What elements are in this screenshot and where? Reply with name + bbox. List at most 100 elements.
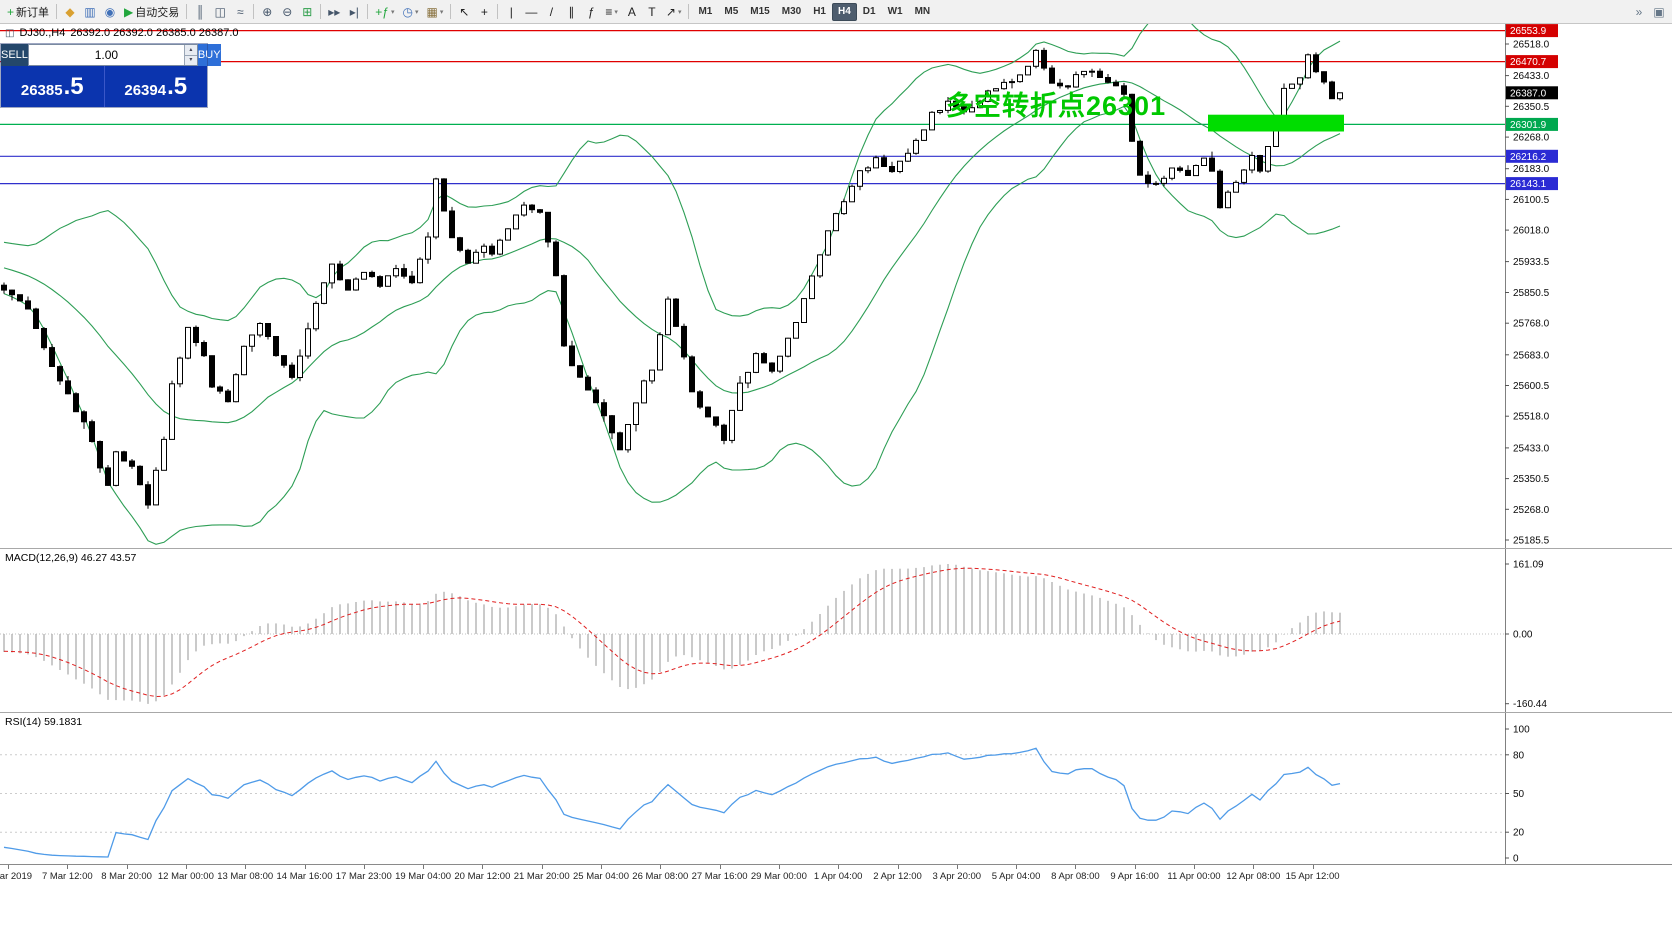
time-axis-label: 12 Mar 00:00 xyxy=(157,871,214,882)
time-axis-label: 20 Mar 12:00 xyxy=(454,871,511,882)
timeframe-h4-button[interactable]: H4 xyxy=(831,2,857,21)
window-restore-button[interactable]: ▣ xyxy=(1649,2,1669,22)
autotrading-icon: ▶ xyxy=(124,4,134,19)
volume-decrease-button[interactable]: ▾ xyxy=(184,55,197,65)
rsi-line xyxy=(3,747,1341,858)
chart-shift-button[interactable]: ▸| xyxy=(344,2,364,22)
periods-button[interactable]: ◷ ▾ xyxy=(399,2,423,22)
toolbar-overflow-button[interactable]: » xyxy=(1629,2,1649,22)
sell-price-display[interactable]: 26385 .5 xyxy=(1,66,105,107)
svg-text:0.00: 0.00 xyxy=(1513,630,1533,641)
time-axis-tick xyxy=(423,865,425,869)
line-chart-button[interactable]: ≈ xyxy=(230,2,250,22)
sell-button[interactable]: SELL xyxy=(1,44,28,66)
time-axis-label: 26 Mar 08:00 xyxy=(632,871,689,882)
crosshair-button[interactable]: + xyxy=(474,2,494,22)
timeframe-w1-button[interactable]: W1 xyxy=(887,6,903,17)
tile-windows-button[interactable]: ⊞ xyxy=(297,2,317,22)
svg-text:26433.0: 26433.0 xyxy=(1513,71,1550,82)
templates-button[interactable]: ▦ ▾ xyxy=(423,2,448,22)
pivot-annotation-text[interactable]: 多空转折点26301 xyxy=(946,91,1167,121)
zoom-in-button[interactable]: ⊕ xyxy=(257,2,277,22)
toolbar-separator xyxy=(186,4,188,19)
time-axis-label: 13 Mar 08:00 xyxy=(217,871,274,882)
time-axis-tick xyxy=(1134,865,1136,869)
svg-text:26183.0: 26183.0 xyxy=(1513,164,1550,175)
templates-icon: ▦ xyxy=(426,4,438,19)
time-axis-label: 3 Apr 20:00 xyxy=(932,871,982,882)
macd-canvas[interactable]: 161.09 0.00 -160.44 xyxy=(0,549,1672,713)
time-axis-tick xyxy=(1312,865,1314,869)
time-axis-label: 15 Apr 12:00 xyxy=(1285,871,1340,882)
vertical-line-button[interactable]: | xyxy=(501,2,521,22)
svg-text:20: 20 xyxy=(1513,828,1525,839)
rsi-label: RSI(14) 59.1831 xyxy=(5,716,83,728)
line-chart-icon: ≈ xyxy=(236,4,244,19)
new-order-icon: + xyxy=(7,4,15,19)
new-order-button[interactable]: + 新订单 xyxy=(3,2,53,22)
svg-text:26301.9: 26301.9 xyxy=(1510,120,1547,131)
timeframe-d1-button[interactable]: D1 xyxy=(862,6,876,17)
timeframe-m30-button[interactable]: M30 xyxy=(781,6,802,17)
navigator-button[interactable]: ◉ xyxy=(100,2,120,22)
rsi-canvas[interactable]: 100 80 50 20 0 xyxy=(0,713,1672,865)
auto-scroll-button[interactable]: ▸▸ xyxy=(324,2,344,22)
candlestick-series xyxy=(1,47,1343,509)
time-axis[interactable]: 6 Mar 2019 7 Mar 12:00 8 Mar 20:00 12 Mar 0… xyxy=(0,864,1672,890)
volume-input[interactable] xyxy=(28,45,184,65)
time-axis-tick xyxy=(1253,865,1255,869)
text-label-button[interactable]: T xyxy=(642,2,662,22)
trendline-button[interactable]: / xyxy=(541,2,561,22)
market-watch-button[interactable]: ◆ xyxy=(60,2,80,22)
horizontal-line-button[interactable]: — xyxy=(521,2,541,22)
chart-window: 26518.0 26433.0 26350.5 26268.0 26183.0 26100… xyxy=(0,24,1672,951)
market-watch-icon: ◆ xyxy=(65,4,75,19)
volume-increase-button[interactable]: ▴ xyxy=(184,45,197,56)
time-axis-tick xyxy=(304,865,306,869)
bar-chart-button[interactable]: ║ xyxy=(190,2,210,22)
candlestick-chart-button[interactable]: ◫ xyxy=(210,2,230,22)
time-axis-label: 2 Apr 12:00 xyxy=(873,871,922,882)
timeframe-h1-button[interactable]: H1 xyxy=(813,6,826,17)
shapes-icon: ≡ xyxy=(605,4,613,19)
zoom-out-button[interactable]: ⊖ xyxy=(277,2,297,22)
timeframe-m5-button[interactable]: M5 xyxy=(724,6,739,17)
svg-text:-160.44: -160.44 xyxy=(1513,699,1547,710)
buy-price-display[interactable]: 26394 .5 xyxy=(104,66,207,107)
macd-indicator-panel: 161.09 0.00 -160.44 MACD(12,26,9) 46.27 43… xyxy=(0,548,1672,713)
bar-chart-icon: ║ xyxy=(195,4,205,19)
volume-field: ▴ ▾ xyxy=(27,44,198,66)
svg-text:161.09: 161.09 xyxy=(1513,560,1544,571)
svg-text:25518.0: 25518.0 xyxy=(1513,412,1550,423)
pivot-level-badge: 26301.9 xyxy=(1506,117,1558,131)
autotrading-button[interactable]: ▶ 自动交易 xyxy=(120,2,183,22)
cursor-button[interactable]: ↖ xyxy=(454,2,474,22)
svg-text:25768.0: 25768.0 xyxy=(1513,319,1550,330)
chart-shift-icon: ▸| xyxy=(349,4,359,19)
time-axis-tick xyxy=(660,865,662,869)
price-chart-canvas[interactable]: 26518.0 26433.0 26350.5 26268.0 26183.0 26100… xyxy=(0,24,1672,548)
text-button[interactable]: A xyxy=(622,2,642,22)
highlight-rectangle[interactable] xyxy=(1208,114,1344,132)
time-axis-label: 8 Apr 08:00 xyxy=(1051,871,1100,882)
time-axis-label: 12 Apr 08:00 xyxy=(1226,871,1281,882)
time-axis-label: 11 Apr 00:00 xyxy=(1167,871,1221,882)
indicators-button[interactable]: +ƒ ▾ xyxy=(371,2,398,22)
data-window-button[interactable]: ▥ xyxy=(80,2,100,22)
shapes-button[interactable]: ≡ ▾ xyxy=(601,2,622,22)
window-restore-icon: ▣ xyxy=(1653,4,1665,19)
arrows-button[interactable]: ↗ ▾ xyxy=(662,2,686,22)
fibonacci-button[interactable]: ƒ xyxy=(581,2,601,22)
timeframe-mn-button[interactable]: MN xyxy=(914,6,931,17)
time-axis-tick xyxy=(956,865,958,869)
time-axis-tick xyxy=(126,865,128,869)
chart-ohlc-values: 26392.0 26392.0 26385.0 26387.0 xyxy=(70,27,239,39)
time-axis-tick xyxy=(482,865,484,869)
timeframe-m1-button[interactable]: M1 xyxy=(698,6,713,17)
equidistant-channel-button[interactable]: ∥ xyxy=(561,2,581,22)
macd-label: MACD(12,26,9) 46.27 43.57 xyxy=(5,552,137,564)
one-click-trading-panel: SELL ▴ ▾ BUY 26385 .5 xyxy=(0,43,221,108)
buy-button[interactable]: BUY xyxy=(197,44,221,66)
timeframe-m15-button[interactable]: M15 xyxy=(750,6,770,17)
